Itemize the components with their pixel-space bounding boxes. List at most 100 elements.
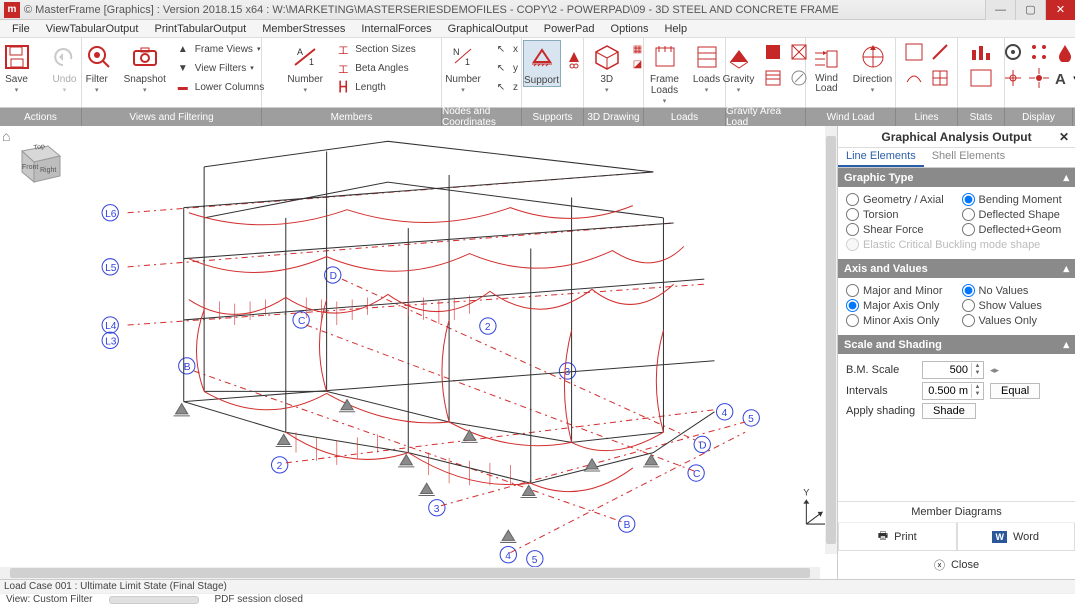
support-button[interactable]: Support: [523, 40, 561, 87]
radio-elastic-buckling: Elastic Critical Buckling mode shape: [846, 238, 1067, 251]
intervals-input[interactable]: ▲▼: [922, 382, 984, 400]
scrollbar-horizontal[interactable]: [0, 567, 820, 579]
app-icon: m: [4, 2, 20, 18]
display-settings-icon[interactable]: [1001, 40, 1025, 64]
menu-help[interactable]: Help: [656, 23, 695, 35]
svg-text:D: D: [330, 271, 337, 282]
radio-major-axis-only[interactable]: Major Axis Only: [846, 299, 952, 312]
gravity-mini-3[interactable]: [761, 66, 785, 90]
number-nodes-button[interactable]: N1 Number▾: [441, 40, 485, 96]
close-icon: ⓧ: [934, 557, 945, 573]
display-drop-icon[interactable]: [1053, 40, 1075, 64]
snapshot-button[interactable]: Snapshot▾: [123, 40, 167, 96]
display-dots-icon[interactable]: [1027, 40, 1051, 64]
collapse-icon[interactable]: ▴: [1063, 171, 1069, 184]
scrollbar-vertical[interactable]: [825, 126, 837, 554]
radio-deflected-shape[interactable]: Deflected Shape: [962, 208, 1068, 221]
svg-text:L5: L5: [105, 263, 117, 274]
display-font-icon[interactable]: A▾: [1053, 66, 1075, 90]
svg-text:L3: L3: [105, 336, 117, 347]
display-cross-icon[interactable]: [1001, 66, 1025, 90]
filter-button[interactable]: Filter▾: [75, 40, 119, 96]
section-sizes-item[interactable]: 工Section Sizes: [331, 40, 420, 58]
radio-shear-force[interactable]: Shear Force: [846, 223, 952, 236]
print-button[interactable]: 🖶Print: [838, 523, 957, 551]
gravity-icon: [724, 42, 754, 72]
save-button[interactable]: Save▾: [0, 40, 39, 96]
cube-icon: [592, 42, 622, 72]
frame-loads-button[interactable]: Frame Loads▾: [645, 40, 685, 107]
equal-button[interactable]: Equal: [990, 383, 1040, 399]
wind-load-button[interactable]: Wind Load: [807, 40, 847, 94]
radio-values-only[interactable]: Values Only: [962, 314, 1068, 327]
gravity-mini-1[interactable]: [761, 40, 785, 64]
svg-text:L6: L6: [105, 209, 117, 220]
view-filters-item[interactable]: ▼View Filters ▾: [171, 59, 268, 77]
svg-text:C: C: [298, 316, 305, 327]
frame-views-item[interactable]: ▲Frame Views ▾: [171, 40, 268, 58]
radio-show-values[interactable]: Show Values: [962, 299, 1068, 312]
menu-internal-forces[interactable]: InternalForces: [353, 23, 439, 35]
radio-major-and-minor[interactable]: Major and Minor: [846, 284, 952, 297]
panel-close-button[interactable]: ✕: [1059, 130, 1069, 144]
radio-deflected-geom[interactable]: Deflected+Geom: [962, 223, 1068, 236]
radio-no-values[interactable]: No Values: [962, 284, 1068, 297]
menu-options[interactable]: Options: [603, 23, 657, 35]
maximize-button[interactable]: ▢: [1015, 0, 1045, 20]
minimize-button[interactable]: —: [985, 0, 1015, 20]
svg-text:Y: Y: [803, 487, 809, 497]
beta-angles-item[interactable]: 工Beta Angles: [331, 59, 420, 77]
collapse-icon[interactable]: ▴: [1063, 338, 1069, 351]
menu-member-stresses[interactable]: MemberStresses: [254, 23, 353, 35]
view-slider[interactable]: [109, 596, 199, 604]
menu-print-tabular[interactable]: PrintTabularOutput: [146, 23, 254, 35]
lines-mini-1[interactable]: [902, 40, 926, 64]
lines-mini-2[interactable]: [928, 40, 952, 64]
collapse-icon[interactable]: ▴: [1063, 262, 1069, 275]
threeD-mini-icon-2[interactable]: ◪: [633, 59, 642, 70]
direction-button[interactable]: Direction▾: [851, 40, 895, 96]
radio-bending-moment[interactable]: Bending Moment: [962, 193, 1068, 206]
radio-geometry-axial[interactable]: Geometry / Axial: [846, 193, 952, 206]
length-item[interactable]: ┣┫Length: [331, 78, 420, 96]
shade-button[interactable]: Shade: [922, 403, 976, 419]
loads-button[interactable]: Loads▾: [689, 40, 725, 96]
menu-file[interactable]: File: [4, 23, 38, 35]
lines-mini-4[interactable]: [928, 66, 952, 90]
stats-icon-1[interactable]: [967, 40, 995, 64]
menu-view-tabular[interactable]: ViewTabularOutput: [38, 23, 147, 35]
number-members-button[interactable]: A1 Number▾: [283, 40, 327, 96]
svg-text:5: 5: [532, 555, 538, 566]
panel-footer-close-button[interactable]: ⓧClose: [838, 551, 1075, 579]
lines-mini-3[interactable]: [902, 66, 926, 90]
tab-shell-elements[interactable]: Shell Elements: [924, 148, 1013, 167]
threeD-mini-icon-1[interactable]: ▦: [633, 44, 642, 55]
word-button[interactable]: WWord: [957, 523, 1075, 551]
window-close-button[interactable]: ✕: [1045, 0, 1075, 20]
snapshot-icon: [130, 42, 160, 72]
stats-icon-2[interactable]: [967, 66, 995, 90]
support-detail-icon[interactable]: [565, 40, 583, 74]
svg-text:A: A: [297, 47, 303, 57]
display-target-icon[interactable]: [1027, 66, 1051, 90]
pdf-status: PDF session closed: [215, 594, 303, 605]
tab-line-elements[interactable]: Line Elements: [838, 148, 924, 167]
coord-z-item[interactable]: ↖z: [489, 78, 522, 96]
radio-torsion[interactable]: Torsion: [846, 208, 952, 221]
lower-columns-item[interactable]: ▬Lower Columns: [171, 78, 268, 96]
svg-text:L4: L4: [105, 321, 117, 332]
arrow-x-icon: ↖: [493, 42, 509, 56]
coord-x-item[interactable]: ↖x: [489, 40, 522, 58]
stepper-extra[interactable]: ◂▸: [990, 365, 999, 376]
status-bar: Load Case 001 : Ultimate Limit State (Fi…: [0, 579, 1075, 605]
gravity-button[interactable]: Gravity▾: [721, 40, 757, 96]
view-filters-icon: ▼: [175, 61, 191, 75]
radio-minor-axis-only[interactable]: Minor Axis Only: [846, 314, 952, 327]
number-nodes-icon: N1: [448, 42, 478, 72]
threeD-button[interactable]: 3D▾: [585, 40, 629, 96]
bm-scale-input[interactable]: ▲▼: [922, 361, 984, 379]
menu-powerpad[interactable]: PowerPad: [536, 23, 603, 35]
viewport-canvas[interactable]: ⌂ Top Front Right L6 L5 L4 L3 B 2 C: [0, 126, 837, 579]
menu-graphical-output[interactable]: GraphicalOutput: [440, 23, 536, 35]
coord-y-item[interactable]: ↖y: [489, 59, 522, 77]
